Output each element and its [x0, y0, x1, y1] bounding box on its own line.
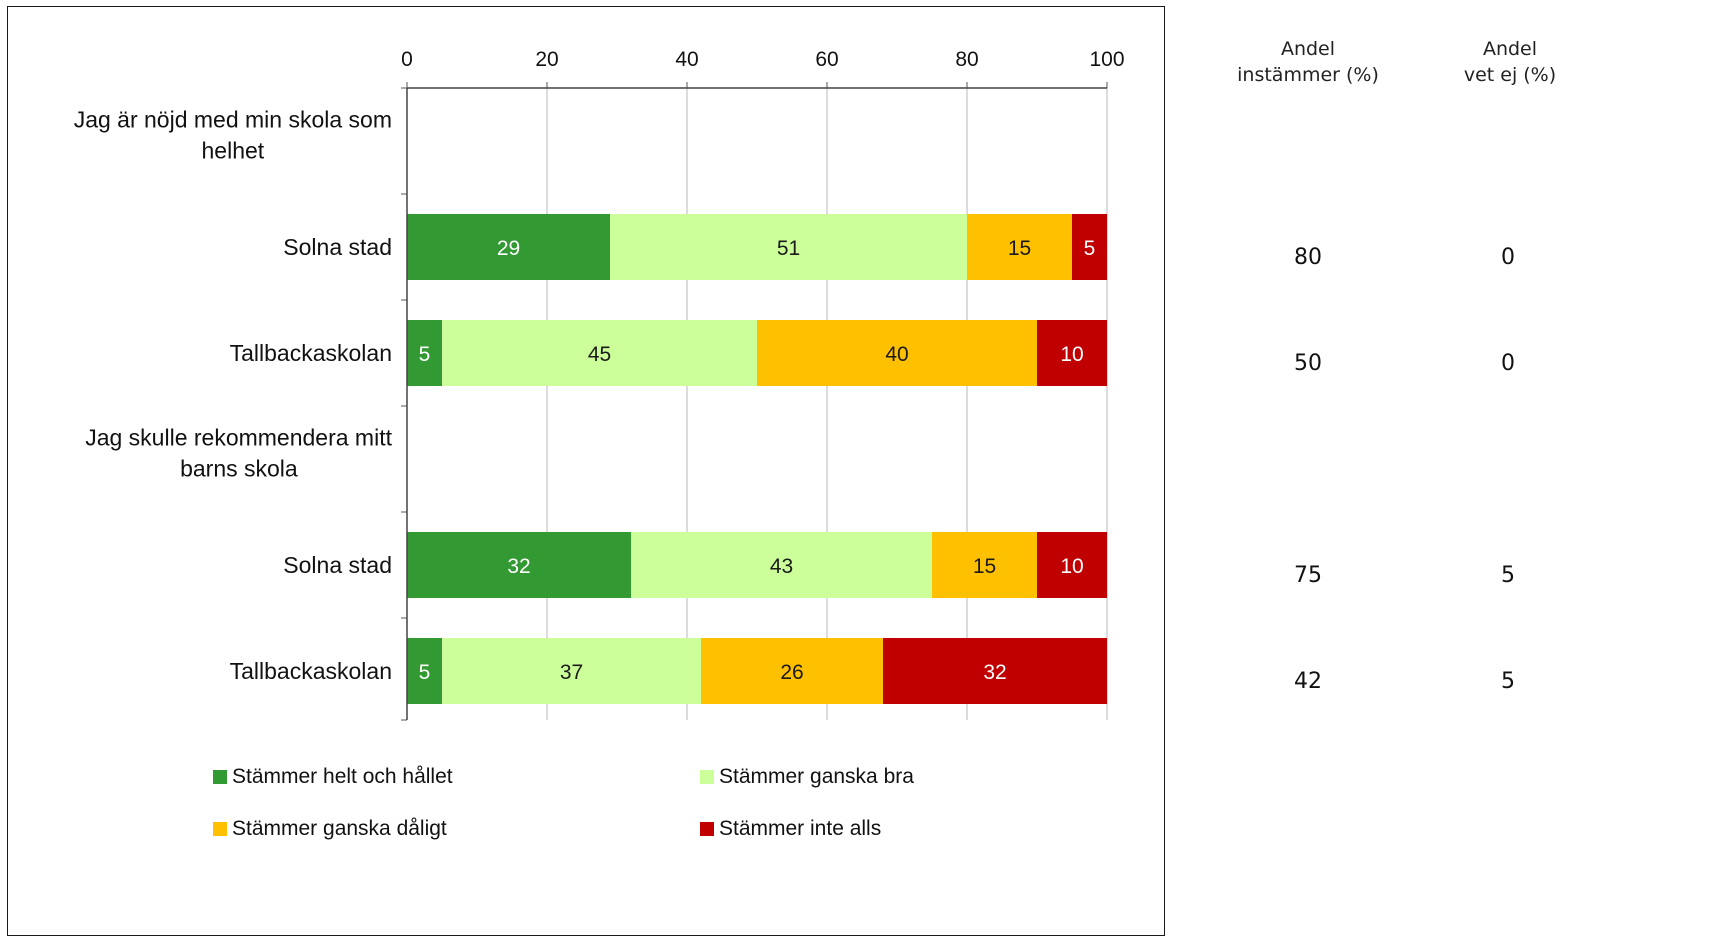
bar-segment	[701, 638, 883, 704]
data-label: 15	[973, 555, 996, 578]
x-tick-label: 20	[535, 48, 558, 71]
x-tick-label: 60	[815, 48, 838, 71]
data-label: 10	[1060, 555, 1083, 578]
bar-segment	[442, 320, 757, 386]
bar-segment	[932, 532, 1037, 598]
row-label: Tallbackaskolan	[230, 658, 392, 684]
x-tick-label: 40	[675, 48, 698, 71]
share-dont-know-value: 5	[1501, 563, 1515, 588]
share-dont-know-value: 0	[1501, 351, 1515, 376]
bar-segment	[1072, 214, 1107, 280]
legend-swatch	[213, 770, 227, 784]
data-label: 45	[588, 343, 611, 366]
legend-label: Stämmer ganska bra	[719, 765, 914, 788]
data-label: 37	[560, 661, 583, 684]
row-label: Solna stad	[283, 234, 392, 260]
row-label: Tallbackaskolan	[230, 340, 392, 366]
data-label: 43	[770, 555, 793, 578]
header-share-agree-line1: Andel	[1280, 38, 1336, 60]
bar-segment	[1037, 532, 1107, 598]
bar-segment	[631, 532, 932, 598]
share-dont-know-value: 0	[1501, 245, 1515, 270]
share-agree-value: 50	[1294, 351, 1322, 376]
bar-segment	[610, 214, 967, 280]
data-label: 15	[1008, 237, 1031, 260]
question-label: Jag skulle rekommendera mitt	[85, 425, 392, 451]
data-label: 10	[1060, 343, 1083, 366]
share-agree-value: 42	[1294, 669, 1322, 694]
legend-label: Stämmer ganska dåligt	[232, 817, 447, 840]
bar-segment	[967, 214, 1072, 280]
data-label: 5	[419, 343, 431, 366]
data-label: 32	[507, 555, 530, 578]
header-share-dont-know-line1: Andel	[1482, 38, 1538, 60]
bar-segment	[883, 638, 1107, 704]
header-share-dont-know: Andel vet ej (%)	[1440, 36, 1580, 88]
data-label: 29	[497, 237, 520, 260]
header-share-dont-know-line2: vet ej (%)	[1463, 64, 1557, 86]
question-label: Jag är nöjd med min skola som	[74, 107, 392, 133]
chart-frame	[7, 6, 1165, 936]
header-share-agree-line2: instämmer (%)	[1237, 64, 1379, 86]
x-tick-label: 80	[955, 48, 978, 71]
data-label: 26	[780, 661, 803, 684]
stacked-bar-chart: 0 20 40 60 80 100 Jag är nöjd med min skola so…	[74, 48, 1125, 840]
header-share-agree: Andel instämmer (%)	[1218, 36, 1398, 88]
bar-segment	[442, 638, 701, 704]
legend-label: Stämmer helt och hållet	[232, 765, 453, 788]
bar-segment	[757, 320, 1037, 386]
data-label: 40	[885, 343, 908, 366]
share-dont-know-value: 5	[1501, 669, 1515, 694]
data-label: 32	[983, 661, 1006, 684]
legend-swatch	[213, 822, 227, 836]
question-label: helhet	[202, 138, 265, 164]
x-tick-label: 100	[1089, 48, 1124, 71]
legend-label: Stämmer inte alls	[719, 817, 881, 840]
bar-segment	[407, 214, 610, 280]
row-label: Solna stad	[283, 552, 392, 578]
question-label: barns skola	[180, 456, 298, 482]
bar-segment	[407, 320, 442, 386]
data-label: 51	[777, 237, 800, 260]
bar-segment	[407, 638, 442, 704]
share-agree-value: 80	[1294, 245, 1322, 270]
bar-segment	[407, 532, 631, 598]
share-agree-value: 75	[1294, 563, 1322, 588]
data-label: 5	[1084, 237, 1096, 260]
legend-swatch	[700, 822, 714, 836]
x-tick-label: 0	[401, 48, 413, 71]
bar-segment	[1037, 320, 1107, 386]
legend-swatch	[700, 770, 714, 784]
data-label: 5	[419, 661, 431, 684]
